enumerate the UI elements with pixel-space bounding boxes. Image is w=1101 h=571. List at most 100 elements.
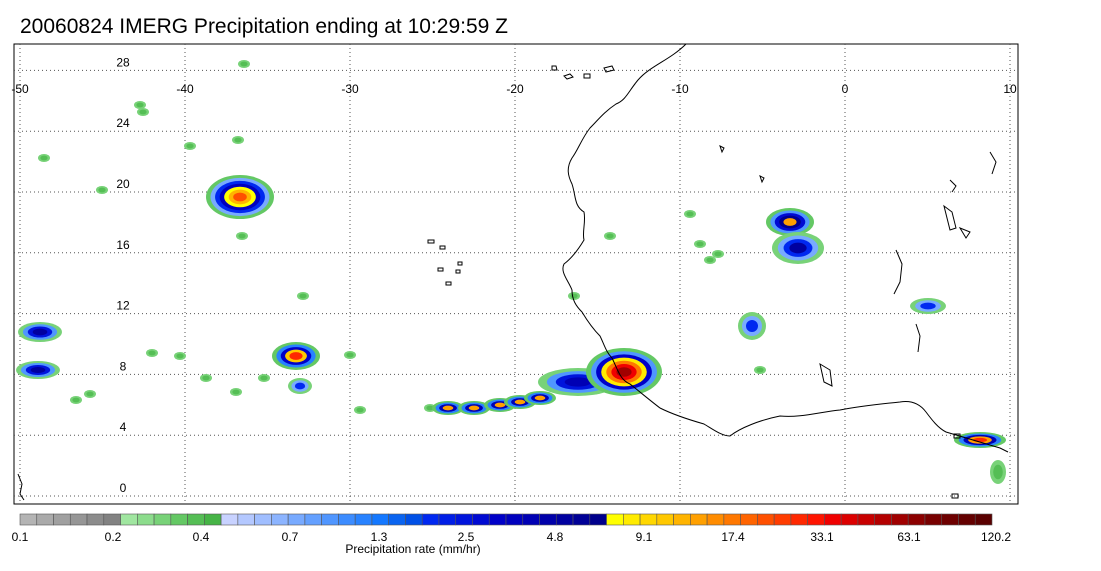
colorbar-swatch xyxy=(757,513,775,526)
colorbar-swatch xyxy=(204,513,222,526)
colorbar-tick-label: 2.5 xyxy=(458,530,475,544)
small-rain-cell xyxy=(344,351,356,359)
latitude-tick-label: 12 xyxy=(116,299,130,313)
colorbar-swatch xyxy=(120,513,138,526)
itcz-cell-far-west xyxy=(18,322,62,342)
colorbar-swatch xyxy=(488,513,507,526)
colorbar-swatch xyxy=(639,513,658,526)
colorbar-swatch xyxy=(371,513,389,526)
latitude-tick-label: 28 xyxy=(116,55,130,69)
longitude-tick-label: -20 xyxy=(506,82,524,96)
colorbar-tick-label: 0.1 xyxy=(12,530,29,544)
colorbar-swatch xyxy=(723,513,741,526)
precip-cell xyxy=(299,293,307,299)
small-rain-cell xyxy=(146,349,158,357)
colorbar-swatch xyxy=(773,513,792,526)
latitude-tick-label: 8 xyxy=(120,359,127,373)
colorbar-swatch xyxy=(304,513,322,526)
colorbar-swatch xyxy=(86,513,105,526)
precip-cell xyxy=(139,109,147,115)
colorbar-swatch xyxy=(287,513,306,526)
colorbar-swatch xyxy=(19,513,38,526)
coastline xyxy=(17,43,1009,501)
precip-cell xyxy=(232,389,240,395)
colorbar-tick-label: 0.2 xyxy=(105,530,122,544)
colorbar-tick-labels: 0.1 0.2 0.4 0.7 1.3 2.5 4.8 9.1 17.4 33.1 63.1 120.… xyxy=(12,530,1012,544)
colorbar-swatch xyxy=(338,513,356,526)
precip-cell xyxy=(30,367,46,373)
itcz-cell-atlantic xyxy=(288,378,312,394)
precip-cell xyxy=(696,241,704,247)
precip-cell xyxy=(148,350,156,356)
precip-cell xyxy=(346,352,354,358)
small-rain-cell xyxy=(297,292,309,300)
cape-verde-islands xyxy=(427,239,463,286)
colorbar-swatch xyxy=(907,513,926,526)
precip-cell xyxy=(564,377,592,387)
colorbar-tick-label: 63.1 xyxy=(897,530,921,544)
precip-cell xyxy=(606,233,614,239)
small-rain-cell xyxy=(174,352,186,360)
colorbar-swatch xyxy=(254,513,272,526)
precip-cell xyxy=(202,375,210,381)
colorbar-swatch xyxy=(153,513,172,526)
longitude-tick-label: 10 xyxy=(1003,82,1017,96)
longitude-tick-label: -10 xyxy=(671,82,689,96)
colorbar-tick-label: 0.4 xyxy=(193,530,210,544)
small-rain-cell xyxy=(96,186,108,194)
colorbar-swatch xyxy=(807,513,825,526)
colorbar-swatch xyxy=(623,513,641,526)
colorbar-swatch xyxy=(69,513,88,526)
gulf-islands xyxy=(17,433,961,501)
small-rain-cell xyxy=(694,240,706,248)
precip-cell xyxy=(534,395,546,401)
precip-cell xyxy=(294,382,306,390)
sahel-cell xyxy=(766,208,814,236)
precip-cell xyxy=(789,242,807,254)
colorbar-swatch xyxy=(438,513,457,526)
small-rain-cell xyxy=(232,136,244,144)
colorbar-swatch xyxy=(455,513,473,526)
precip-cell xyxy=(260,375,268,381)
longitude-tick-label: 0 xyxy=(842,82,849,96)
colorbar-swatch xyxy=(472,513,490,526)
mcs-guinea-coast xyxy=(586,348,662,396)
precipitation-cells xyxy=(16,60,1006,484)
colorbar-swatch xyxy=(572,513,591,526)
itcz-band-cell xyxy=(432,401,464,415)
small-rain-cell xyxy=(354,406,366,414)
small-rain-cell xyxy=(568,292,580,300)
colorbar-swatch xyxy=(220,513,239,526)
colorbar-swatch xyxy=(706,513,725,526)
colorbar-title: Precipitation rate (mm/hr) xyxy=(345,542,480,556)
precip-cell xyxy=(442,405,454,411)
itcz-band-cell xyxy=(524,391,556,405)
colorbar-swatch xyxy=(941,513,959,526)
small-rain-cell xyxy=(704,256,716,264)
small-rain-cell xyxy=(230,388,242,396)
colorbar-tick-label: 1.3 xyxy=(371,530,388,544)
small-rain-cell xyxy=(236,232,248,240)
colorbar-swatch xyxy=(36,513,54,526)
colorbar-tick-label: 33.1 xyxy=(810,530,834,544)
colorbar-swatch xyxy=(673,513,691,526)
colorbar-tick-label: 17.4 xyxy=(721,530,745,544)
longitude-tick-label: -40 xyxy=(176,82,194,96)
sahel-cell-south xyxy=(738,312,766,340)
precip-cell xyxy=(756,367,764,373)
small-rain-cell xyxy=(258,374,270,382)
precip-cell xyxy=(98,187,106,193)
precip-cell xyxy=(514,399,526,405)
colorbar-swatch xyxy=(824,513,842,526)
colorbar-tick-label: 0.7 xyxy=(282,530,299,544)
colorbar-swatch xyxy=(237,513,255,526)
colorbar-swatches xyxy=(19,513,993,526)
colorbar-swatch xyxy=(539,513,557,526)
colorbar-swatch xyxy=(840,513,859,526)
colorbar-swatch xyxy=(606,513,624,526)
small-rain-cell xyxy=(70,396,82,404)
sahel-cell-east xyxy=(910,298,946,314)
small-rain-cell xyxy=(604,232,616,240)
precip-cell xyxy=(32,328,48,336)
